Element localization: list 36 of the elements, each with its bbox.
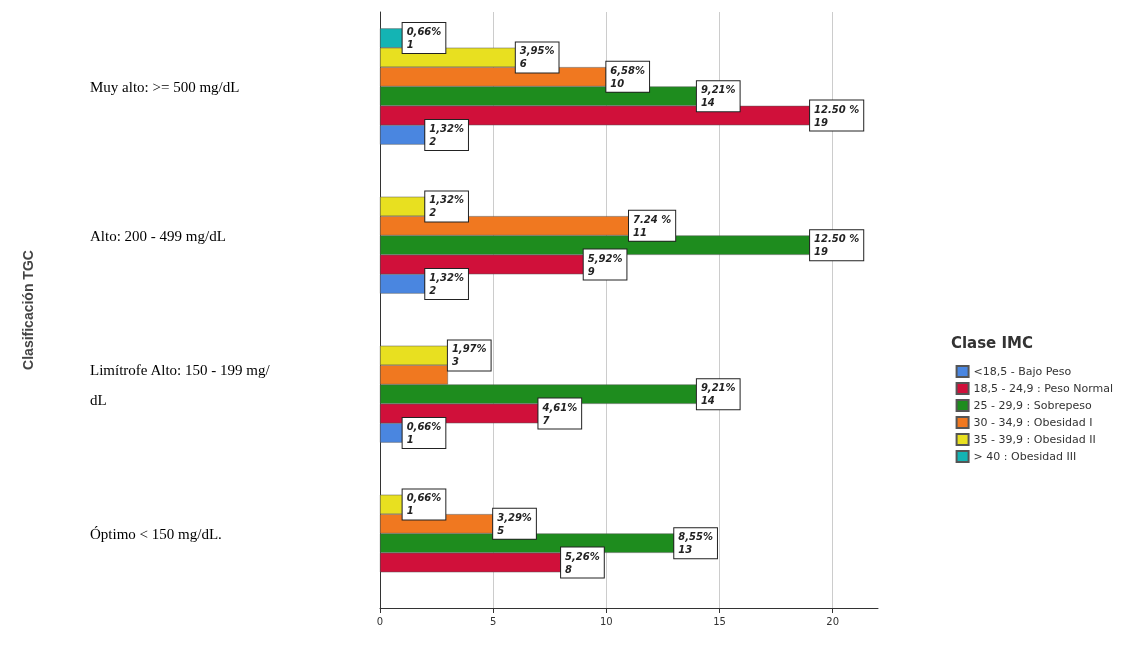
data-label: 1,32% 2 — [429, 271, 464, 296]
x-tick-label: 10 — [600, 615, 613, 627]
x-tick-label: 20 — [826, 615, 840, 627]
data-label: 9,21% 14 — [700, 84, 736, 109]
data-label: 12.50 % 19 — [814, 103, 860, 128]
data-label: 0,66% 1 — [406, 26, 442, 51]
legend-label: > 40 : Obesidad III — [973, 450, 1077, 463]
y-tick-label: Alto: 200 - 499 mg/dL — [90, 227, 226, 244]
y-tick-label: Limítrofe Alto: 150 - 199 mg/dL — [90, 361, 271, 408]
data-label: 3,95% 6 — [519, 45, 555, 70]
data-label: 5,92% 9 — [587, 252, 623, 277]
y-tick-label: Óptimo < 150 mg/dL. — [90, 525, 222, 542]
data-label: 12.50 % 19 — [814, 233, 860, 258]
data-label: 8,55% 13 — [678, 531, 713, 556]
data-label: 7.24 % 11 — [633, 213, 672, 238]
data-label: 3,29% 5 — [497, 511, 532, 536]
y-tick-label: Muy alto: >= 500 mg/dL — [90, 78, 240, 95]
data-label: 6,58% 10 — [610, 64, 646, 89]
data-label: 1,97% 3 — [451, 343, 487, 368]
data-label: 0,66% 1 — [406, 492, 442, 517]
data-label: 0,66% 1 — [406, 420, 442, 445]
data-label: 4,61% 7 — [541, 401, 578, 426]
x-tick-label: 0 — [376, 615, 384, 627]
data-label: 9,21% 14 — [700, 382, 736, 407]
legend-label: <18,5 - Bajo Peso — [973, 365, 1072, 378]
data-label: 5,26% 8 — [565, 550, 600, 575]
x-tick-label: 5 — [489, 615, 497, 627]
legend-title: Clase IMC — [950, 333, 1034, 352]
legend-label: 18,5 - 24,9 : Peso Normal — [973, 382, 1114, 395]
legend-label: 30 - 34,9 : Obesidad I — [973, 416, 1093, 429]
data-label: 1,32% 2 — [429, 122, 464, 147]
x-tick-label: 15 — [713, 615, 726, 627]
legend-label: 35 - 39,9 : Obesidad II — [973, 433, 1096, 446]
legend-label: 25 - 29,9 : Sobrepeso — [973, 399, 1092, 412]
y-axis-title: Clasificación TGC — [20, 250, 36, 370]
data-label: 1,32% 2 — [429, 194, 464, 219]
